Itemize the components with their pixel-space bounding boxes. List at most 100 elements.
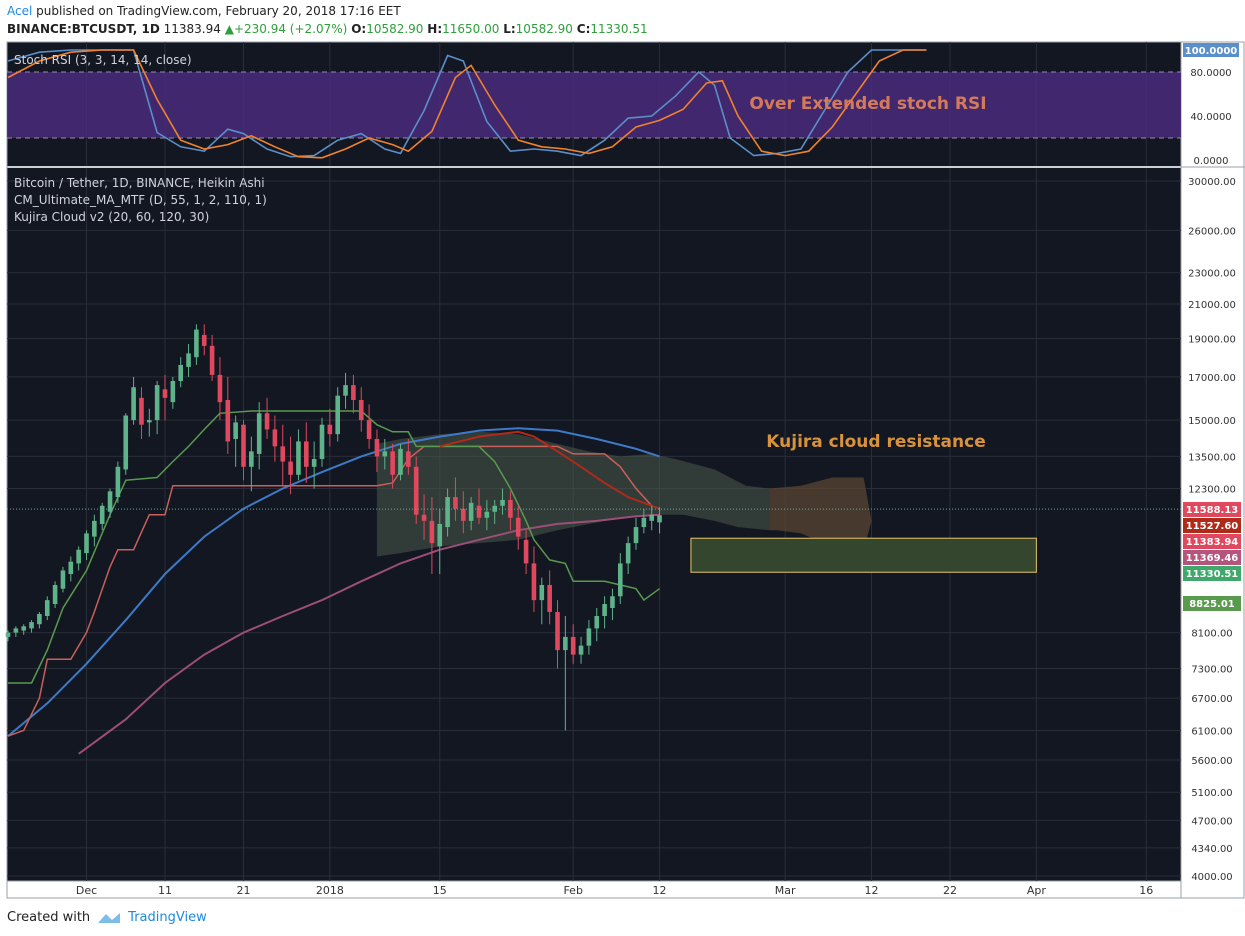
candle-body	[374, 438, 380, 457]
price-badge-label: 8825.01	[1189, 599, 1235, 610]
candle-body	[327, 424, 333, 435]
candle-body	[256, 413, 262, 454]
stoch-y-tick-label: 100.0000	[1185, 46, 1238, 57]
candle-body	[296, 441, 301, 475]
candle	[256, 402, 262, 470]
candle	[468, 497, 474, 531]
price-y-tick-label: 21000.00	[1188, 300, 1236, 311]
candle	[461, 491, 466, 534]
high-value: 11650.00	[442, 22, 500, 36]
symbol-label[interactable]: BINANCE:BTCUSDT, 1D	[7, 22, 160, 36]
candle-body	[453, 497, 458, 509]
candle-body	[625, 543, 631, 564]
price-axis-background	[1181, 42, 1245, 898]
candle	[217, 357, 223, 421]
candle	[563, 616, 568, 731]
candle-body	[508, 499, 513, 518]
candle-body	[484, 511, 490, 518]
candle	[657, 507, 662, 534]
ma-fast-line	[7, 427, 660, 737]
candle-body	[500, 499, 505, 506]
low-value: 10582.90	[515, 22, 573, 36]
candle	[304, 422, 309, 483]
price-pane-background	[7, 168, 1181, 881]
candle-body	[147, 420, 152, 423]
candle-body	[29, 622, 34, 629]
price-change: +230.94 (+2.07%)	[233, 22, 348, 36]
candle-body	[351, 385, 356, 400]
stoch-y-tick-label: 40.0000	[1190, 112, 1231, 123]
kujira-cloud-brown	[769, 477, 872, 554]
candle-body	[398, 448, 403, 475]
cloud-annotation: Kujira cloud resistance	[766, 432, 985, 452]
candle-body	[5, 632, 11, 637]
candle	[398, 443, 403, 481]
candle-body	[288, 461, 293, 475]
x-tick-label: 11	[158, 884, 172, 897]
tradingview-brand-link[interactable]: TradingView	[128, 910, 207, 925]
candle	[492, 499, 497, 524]
candle	[641, 508, 647, 534]
candle	[225, 376, 231, 454]
author-username[interactable]: Acel	[7, 4, 33, 18]
low-label: L:	[503, 22, 516, 36]
indicator-legend: CM_Ultimate_MA_MTF (D, 55, 1, 2, 110, 1)	[14, 193, 267, 207]
candle	[421, 494, 427, 540]
candle-body	[68, 561, 74, 575]
candle	[445, 488, 450, 537]
price-y-tick-label: 5600.00	[1191, 756, 1232, 767]
open-value: 10582.90	[366, 22, 424, 36]
candle-body	[335, 395, 340, 435]
stoch-d-line	[7, 49, 927, 159]
price-y-tick-label: 6700.00	[1191, 694, 1232, 705]
candle	[296, 429, 301, 481]
candle	[68, 556, 74, 582]
candle	[523, 530, 529, 575]
price-badge	[1183, 566, 1241, 581]
candle-body	[170, 380, 176, 403]
price-y-tick-label: 30000.00	[1188, 177, 1236, 188]
candle	[209, 334, 215, 381]
last-price: 11383.94	[163, 22, 221, 36]
candle-body	[602, 604, 607, 617]
candle-body	[476, 505, 482, 518]
high-label: H:	[427, 22, 443, 36]
stoch-title: Stoch RSI (3, 3, 14, 14, close)	[14, 53, 192, 67]
candle-body	[382, 451, 388, 457]
candle	[37, 611, 42, 629]
candle	[241, 420, 246, 481]
candle	[44, 596, 50, 621]
footer: Created with TradingView	[7, 910, 207, 925]
x-tick-label: 21	[237, 884, 251, 897]
candle	[76, 546, 81, 571]
candle	[170, 376, 176, 409]
open-label: O:	[351, 22, 367, 36]
candle	[84, 530, 89, 560]
published-text: published on TradingView.com, February 2…	[36, 4, 401, 18]
candle	[539, 577, 545, 625]
candle	[123, 413, 129, 475]
candle-body	[209, 345, 215, 375]
price-badge	[1183, 518, 1241, 533]
candle-body	[13, 628, 19, 633]
candle-body	[44, 600, 50, 617]
candle-body	[154, 385, 160, 421]
candle-body	[76, 549, 81, 564]
candle	[13, 626, 19, 637]
price-y-tick-label: 4340.00	[1191, 844, 1232, 855]
candle-body	[555, 611, 560, 651]
price-chart[interactable]: Dec 11 21 2018 15 Feb 12 Mar 12 22 Apr 16 100.0000 80…	[0, 0, 1245, 905]
candle	[413, 456, 419, 524]
x-tick-label: 12	[865, 884, 879, 897]
candle	[162, 374, 168, 421]
candle-body	[123, 415, 129, 470]
candle-body	[492, 505, 497, 512]
candle	[5, 630, 11, 642]
price-y-tick-label: 15000.00	[1188, 416, 1236, 427]
candle	[531, 546, 537, 612]
candle-body	[641, 517, 647, 528]
candle-body	[280, 446, 286, 462]
candle-body	[304, 441, 309, 467]
candle	[374, 429, 380, 473]
x-tick-label: Mar	[775, 884, 796, 897]
